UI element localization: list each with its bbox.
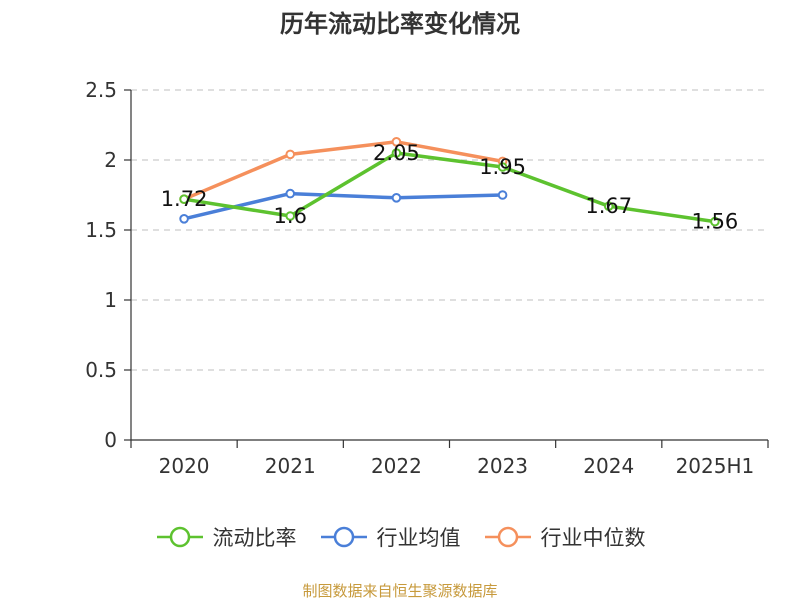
data-point	[179, 214, 189, 224]
legend-label-industry-average: 行业均值	[376, 526, 461, 550]
x-tick-label: 2024	[583, 454, 634, 478]
x-tick-label: 2020	[159, 454, 210, 478]
data-point	[285, 149, 296, 160]
series-line	[182, 140, 505, 201]
data-point	[497, 190, 508, 200]
y-tick-label: 2	[104, 148, 117, 172]
data-point	[497, 162, 508, 172]
source-note: 制图数据来自恒生聚源数据库	[302, 582, 498, 600]
x-tick-label: 2025H1	[676, 454, 755, 478]
y-tick-label: 1.5	[85, 218, 117, 242]
legend-line-circle-icon	[156, 526, 203, 548]
legend-label-ratio: 流动比率	[212, 526, 297, 550]
grid-lines	[131, 89, 768, 371]
axes: 0 0.5 1 1.5 2 2.5 2020 2021 2022 2023 2024 2025H1	[85, 78, 769, 478]
data-label: 2.05	[373, 141, 420, 165]
legend-item-industry-median[interactable]: 行业中位数	[483, 522, 646, 552]
chart-legend: 流动比率 行业均值 行业中位数	[0, 520, 800, 554]
legend-line-circle-icon	[320, 526, 367, 548]
x-tick-label: 2023	[477, 454, 528, 478]
series-line	[182, 151, 717, 224]
data-label: 1.95	[479, 155, 526, 179]
y-tick-label: 0.5	[85, 358, 117, 382]
chart-title: 历年流动比率变化情况	[280, 10, 520, 38]
y-tick-label: 0	[104, 428, 117, 452]
data-point	[391, 193, 402, 203]
data-point	[391, 148, 402, 158]
data-point	[179, 194, 189, 204]
series-lines	[179, 137, 720, 227]
data-point	[391, 137, 402, 147]
y-tick-label: 2.5	[85, 78, 117, 102]
data-label: 1.56	[692, 210, 739, 234]
data-label: 1.67	[585, 194, 632, 218]
y-tick-label: 1	[104, 288, 117, 312]
legend-item-industry-average[interactable]: 行业均值	[319, 522, 461, 552]
data-point	[285, 211, 296, 221]
legend-label-industry-median: 行业中位数	[540, 526, 646, 550]
legend-item-ratio[interactable]: 流动比率	[155, 522, 297, 552]
data-point	[285, 188, 296, 199]
data-point	[603, 201, 614, 211]
legend-line-circle-icon	[484, 526, 531, 548]
x-tick-label: 2021	[265, 454, 316, 478]
data-label: 1.6	[274, 204, 307, 228]
data-labels: 1.72 1.6 2.05 1.95 1.67 1.56	[161, 141, 739, 234]
x-tick-label: 2022	[371, 454, 422, 478]
data-label: 1.72	[161, 187, 208, 211]
data-point	[710, 216, 720, 227]
